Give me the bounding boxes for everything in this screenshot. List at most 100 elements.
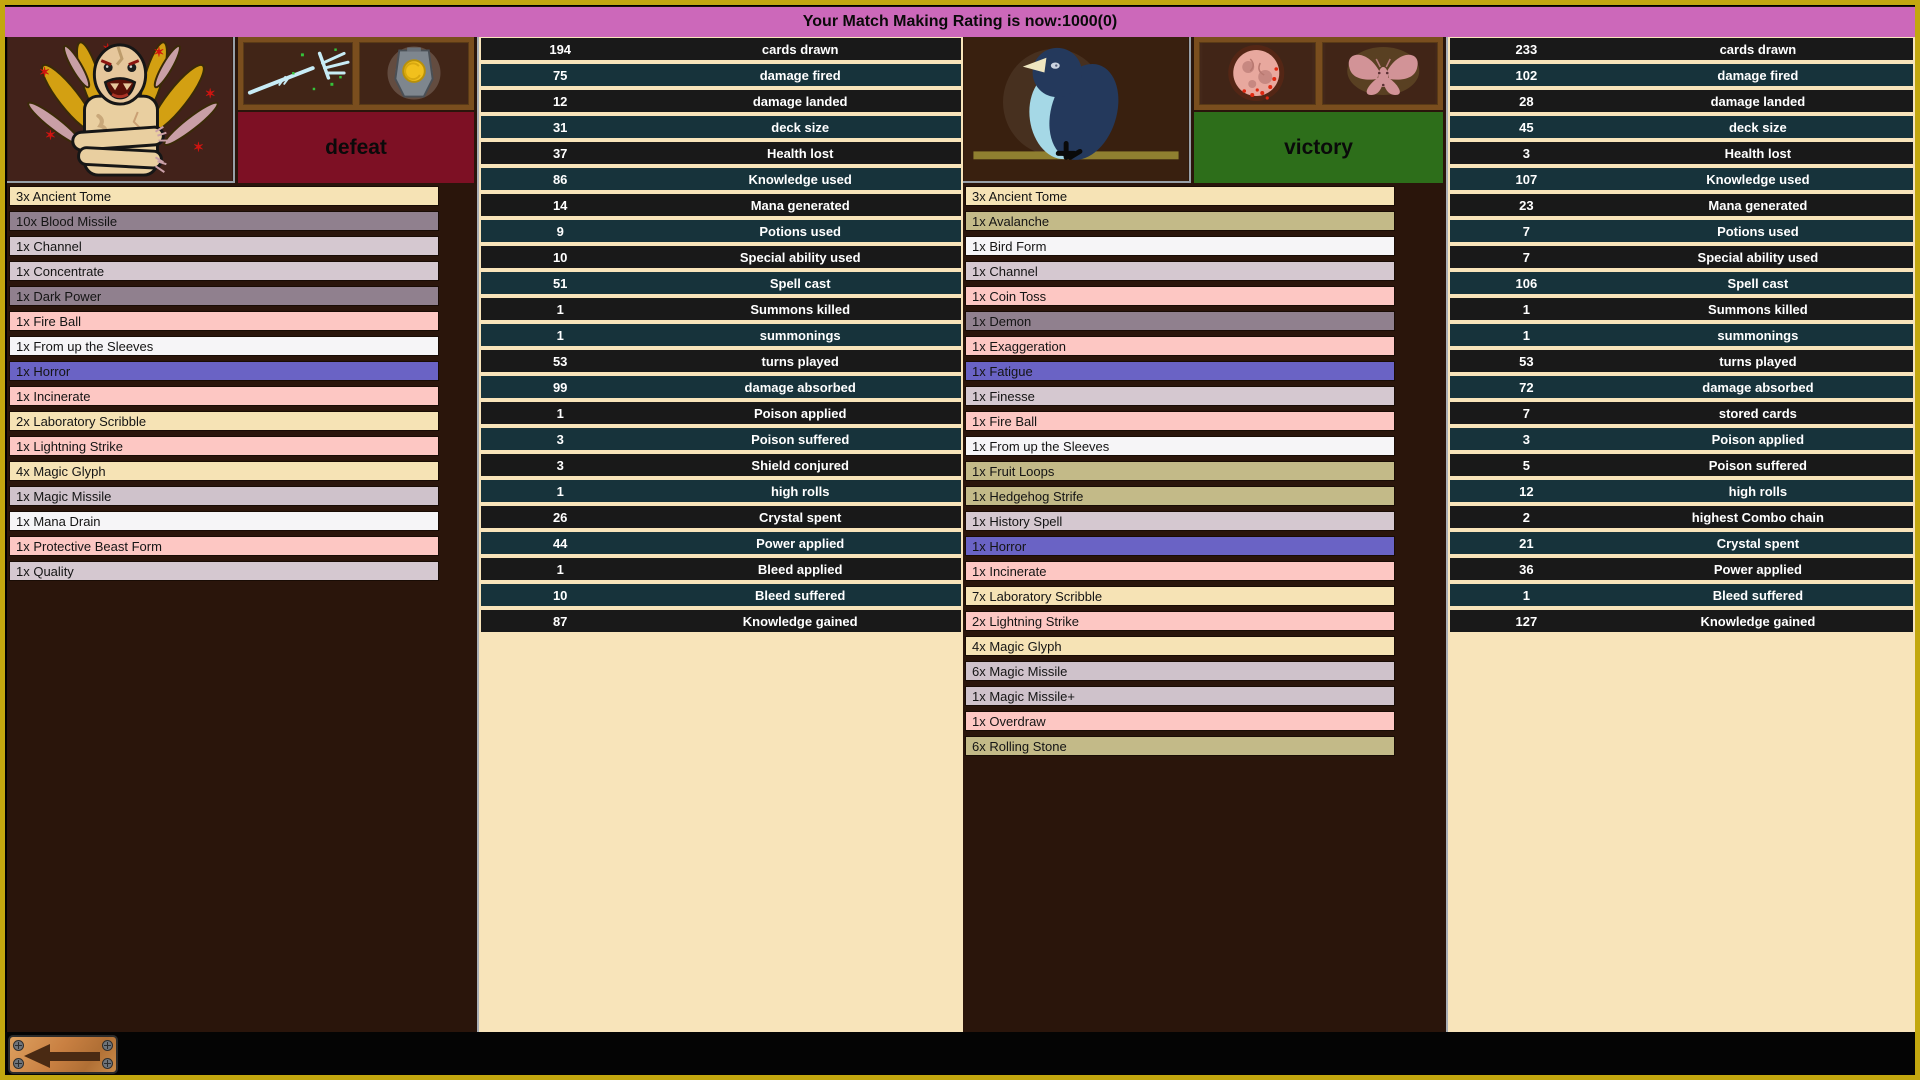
left-item-slot-1 xyxy=(243,42,353,105)
stat-value: 5 xyxy=(1522,457,1530,473)
stat-value: 7 xyxy=(1522,405,1530,421)
card-label: 1x Fruit Loops xyxy=(972,463,1055,479)
stat-value: 36 xyxy=(1519,561,1534,577)
card-label: 3x Ancient Tome xyxy=(972,188,1068,204)
card-list-item: 1x Magic Missile xyxy=(9,486,439,506)
stat-value: 99 xyxy=(552,379,568,395)
stat-label: Mana generated xyxy=(1708,197,1808,213)
card-list-item: 1x Exaggeration xyxy=(965,336,1395,356)
left-result-text: defeat xyxy=(325,135,387,159)
stat-label: Potions used xyxy=(1717,223,1799,239)
stat-label: Shield conjured xyxy=(751,457,849,473)
mmr-banner: Your Match Making Rating is now:1000(0) xyxy=(5,6,1915,37)
stat-value: 86 xyxy=(552,171,568,187)
stat-value: 3 xyxy=(1522,431,1530,447)
stat-row: 31 deck size xyxy=(481,116,961,138)
stat-row: 87 Knowledge gained xyxy=(481,610,961,632)
stat-label: damage absorbed xyxy=(744,379,856,395)
winged-doll-avatar: ✶✶✶ ✶✶✶ xyxy=(7,37,233,181)
stat-row: 9 Potions used xyxy=(481,220,961,242)
card-list-item: 1x Incinerate xyxy=(965,561,1395,581)
left-item-frame xyxy=(238,37,474,110)
bottom-bar xyxy=(5,1032,1915,1075)
stat-value: 7 xyxy=(1522,223,1530,239)
card-list-item: 4x Magic Glyph xyxy=(965,636,1395,656)
stat-value: 102 xyxy=(1515,67,1538,83)
stat-row: 106 Spell cast xyxy=(1450,272,1913,294)
card-label: 10x Blood Missile xyxy=(16,213,118,229)
stat-row: 12 damage landed xyxy=(481,90,961,112)
card-list-item: 1x Dark Power xyxy=(9,286,439,306)
back-arrow-icon xyxy=(48,1052,100,1061)
svg-text:✶: ✶ xyxy=(45,128,56,143)
card-list-item: 1x Horror xyxy=(965,536,1395,556)
stat-value: 1 xyxy=(1522,587,1530,603)
stat-label: Health lost xyxy=(1724,145,1792,161)
left-stats-table: 194 cards drawn 75 damage fired 12 damag… xyxy=(479,37,963,632)
stat-value: 21 xyxy=(1519,535,1534,551)
stat-value: 7 xyxy=(1522,249,1530,265)
stat-row: 10 Special ability used xyxy=(481,246,961,268)
right-player-header: victory xyxy=(963,37,1446,183)
svg-text:✶: ✶ xyxy=(205,86,216,101)
card-list-item: 1x Horror xyxy=(9,361,439,381)
card-label: 1x Finesse xyxy=(972,388,1035,404)
stat-label: Special ability used xyxy=(739,249,861,265)
stat-row: 53 turns played xyxy=(1450,350,1913,372)
card-list-item: 1x Fire Ball xyxy=(9,311,439,331)
card-list-item: 1x Incinerate xyxy=(9,386,439,406)
stat-value: 31 xyxy=(552,119,568,135)
stat-label: cards drawn xyxy=(761,41,839,57)
stat-value: 1 xyxy=(556,483,564,499)
stat-label: damage landed xyxy=(752,93,848,109)
blood-moon-icon xyxy=(1202,43,1313,104)
left-player-header: ✶✶✶ ✶✶✶ xyxy=(7,37,477,183)
stat-value: 1 xyxy=(556,301,564,317)
right-player-column: victory 3x Ancient Tome 1x Avalanche 1x … xyxy=(963,37,1446,1032)
right-item-slot-2 xyxy=(1321,42,1438,105)
stat-value: 44 xyxy=(552,535,568,551)
stat-value: 127 xyxy=(1515,613,1538,629)
left-stats-column: 194 cards drawn 75 damage fired 12 damag… xyxy=(477,37,963,1032)
stat-value: 37 xyxy=(552,145,568,161)
stat-row: 12 high rolls xyxy=(1450,480,1913,502)
stat-label: Poison applied xyxy=(1711,431,1805,447)
back-button[interactable] xyxy=(8,1035,118,1074)
stat-row: 127 Knowledge gained xyxy=(1450,610,1913,632)
card-list-item: 1x Overdraw xyxy=(965,711,1395,731)
card-label: 1x Dark Power xyxy=(16,288,102,304)
stat-row: 1 Summons killed xyxy=(1450,298,1913,320)
svg-text:✶: ✶ xyxy=(39,64,50,79)
stat-row: 21 Crystal spent xyxy=(1450,532,1913,554)
stat-row: 14 Mana generated xyxy=(481,194,961,216)
stat-value: 233 xyxy=(1515,41,1538,57)
stat-value: 75 xyxy=(552,67,568,83)
stat-label: highest Combo chain xyxy=(1691,509,1824,525)
card-list-item: 1x From up the Sleeves xyxy=(9,336,439,356)
card-label: 1x Quality xyxy=(16,563,74,579)
stat-label: Spell cast xyxy=(1727,275,1789,291)
mmr-banner-text: Your Match Making Rating is now:1000(0) xyxy=(802,13,1118,30)
card-label: 1x Protective Beast Form xyxy=(16,538,162,554)
stat-value: 53 xyxy=(552,353,568,369)
stat-row: 51 Spell cast xyxy=(481,272,961,294)
stat-row: 72 damage absorbed xyxy=(1450,376,1913,398)
stat-value: 23 xyxy=(1519,197,1534,213)
lantern-icon xyxy=(360,43,468,104)
stat-label: Bleed suffered xyxy=(1712,587,1804,603)
stat-row: 23 Mana generated xyxy=(1450,194,1913,216)
stat-row: 102 damage fired xyxy=(1450,64,1913,86)
stat-value: 1 xyxy=(1522,301,1530,317)
stat-label: cards drawn xyxy=(1719,41,1797,57)
card-label: 1x Exaggeration xyxy=(972,338,1066,354)
left-result-banner: defeat xyxy=(238,112,474,183)
card-label: 2x Lightning Strike xyxy=(972,613,1079,629)
stat-row: 28 damage landed xyxy=(1450,90,1913,112)
card-list-item: 1x Concentrate xyxy=(9,261,439,281)
stat-label: Mana generated xyxy=(750,197,850,213)
card-label: 1x From up the Sleeves xyxy=(972,438,1110,454)
card-list-item: 6x Magic Missile xyxy=(965,661,1395,681)
card-label: 1x Avalanche xyxy=(972,213,1050,229)
card-list-item: 7x Laboratory Scribble xyxy=(965,586,1395,606)
stat-row: 10 Bleed suffered xyxy=(481,584,961,606)
